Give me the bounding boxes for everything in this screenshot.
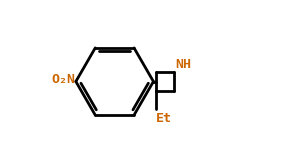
Text: NH: NH xyxy=(175,58,191,71)
Text: O₂N: O₂N xyxy=(51,73,75,86)
Text: Et: Et xyxy=(155,112,171,125)
